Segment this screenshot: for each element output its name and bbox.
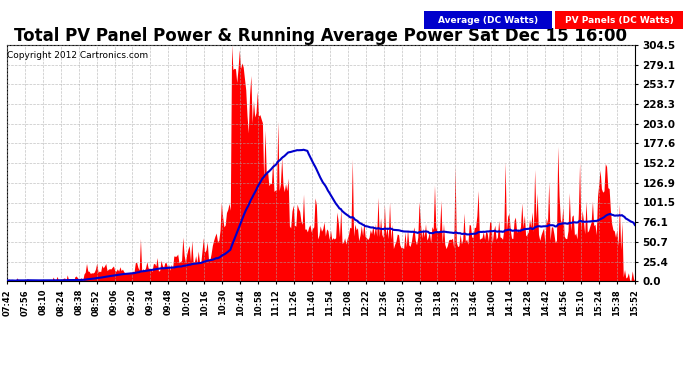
Title: Total PV Panel Power & Running Average Power Sat Dec 15 16:00: Total PV Panel Power & Running Average P… (14, 27, 627, 45)
Text: Copyright 2012 Cartronics.com: Copyright 2012 Cartronics.com (7, 51, 148, 60)
Text: PV Panels (DC Watts): PV Panels (DC Watts) (565, 16, 673, 25)
Text: Average (DC Watts): Average (DC Watts) (438, 16, 538, 25)
